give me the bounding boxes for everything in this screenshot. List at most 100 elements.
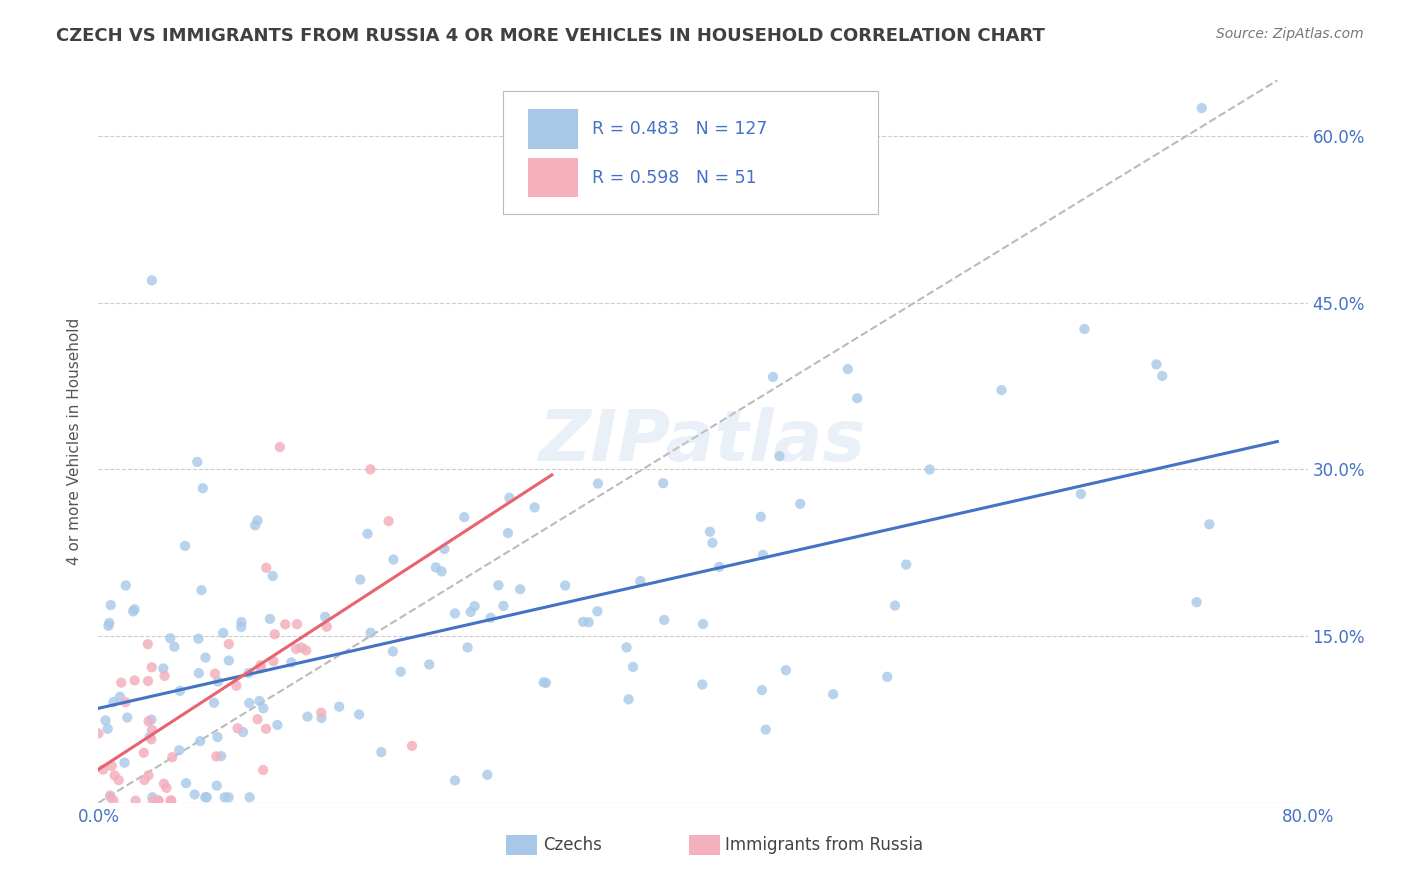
Point xyxy=(114,695,136,709)
Point xyxy=(148,794,170,808)
Point xyxy=(347,707,370,722)
Point xyxy=(141,713,163,727)
Point xyxy=(159,632,181,646)
FancyBboxPatch shape xyxy=(527,109,578,149)
Point xyxy=(309,706,332,720)
Point xyxy=(107,773,129,788)
Point xyxy=(160,750,183,764)
Point xyxy=(755,723,778,737)
Point xyxy=(218,654,240,668)
Point xyxy=(148,794,170,808)
Point xyxy=(238,665,260,680)
Point xyxy=(280,656,302,670)
Point xyxy=(190,583,212,598)
Point xyxy=(389,665,412,679)
Point xyxy=(360,625,382,640)
Point xyxy=(628,574,651,588)
Point xyxy=(534,676,557,690)
Text: CZECH VS IMMIGRANTS FROM RUSSIA 4 OR MORE VEHICLES IN HOUSEHOLD CORRELATION CHAR: CZECH VS IMMIGRANTS FROM RUSSIA 4 OR MOR… xyxy=(56,27,1045,45)
Point xyxy=(578,615,600,630)
Point xyxy=(212,626,235,640)
Point xyxy=(218,790,240,805)
Point xyxy=(453,510,475,524)
Text: Immigrants from Russia: Immigrants from Russia xyxy=(725,836,924,854)
Point xyxy=(509,582,531,597)
Point xyxy=(709,559,731,574)
Point xyxy=(100,790,122,805)
Point xyxy=(141,660,163,674)
Point xyxy=(262,569,284,583)
Point xyxy=(652,613,675,627)
Point xyxy=(285,642,308,657)
Point xyxy=(139,730,162,744)
Point xyxy=(155,780,177,795)
Point xyxy=(141,273,163,287)
Point xyxy=(163,640,186,654)
Point xyxy=(249,658,271,673)
Point xyxy=(124,602,146,616)
Point xyxy=(692,617,714,632)
Point xyxy=(188,734,211,748)
Point xyxy=(250,661,273,675)
Point xyxy=(239,790,262,805)
Point xyxy=(246,514,269,528)
Point xyxy=(153,777,176,791)
Point xyxy=(444,773,467,788)
Point xyxy=(846,391,869,405)
Point xyxy=(225,679,247,693)
Text: Czechs: Czechs xyxy=(543,836,602,854)
Point xyxy=(100,759,122,773)
Point xyxy=(768,449,790,463)
Point xyxy=(381,644,404,658)
Point xyxy=(226,721,249,735)
Point xyxy=(328,699,350,714)
Point xyxy=(249,694,271,708)
Point xyxy=(749,509,772,524)
Point xyxy=(232,725,254,739)
Point xyxy=(762,370,785,384)
Point xyxy=(103,695,125,709)
Point xyxy=(1191,101,1213,115)
Point xyxy=(496,526,519,541)
Point xyxy=(238,696,260,710)
Point xyxy=(252,763,274,777)
Point xyxy=(477,768,499,782)
Point xyxy=(274,617,297,632)
Point xyxy=(1185,595,1208,609)
Point xyxy=(138,768,160,782)
Point xyxy=(377,514,399,528)
Point xyxy=(122,604,145,618)
Point xyxy=(187,666,209,681)
Point xyxy=(617,692,640,706)
Point xyxy=(183,788,205,802)
Point xyxy=(108,690,131,704)
Point xyxy=(418,657,440,672)
Point xyxy=(425,560,447,574)
Point xyxy=(194,790,217,805)
Point xyxy=(202,696,225,710)
Point xyxy=(97,722,120,736)
Point xyxy=(205,779,228,793)
Point xyxy=(370,745,392,759)
Point xyxy=(789,497,811,511)
Point xyxy=(349,573,371,587)
Point xyxy=(533,675,555,690)
Point xyxy=(295,643,318,657)
Point xyxy=(291,640,314,655)
Point xyxy=(167,743,190,757)
Point xyxy=(174,776,197,790)
Point xyxy=(315,620,337,634)
Point xyxy=(314,610,336,624)
Point xyxy=(918,462,941,476)
Point xyxy=(266,718,288,732)
Point xyxy=(207,730,229,744)
Point xyxy=(153,669,176,683)
Point xyxy=(103,794,125,808)
Point xyxy=(572,615,595,629)
Point xyxy=(141,732,163,747)
Point xyxy=(231,620,253,634)
Point xyxy=(586,476,609,491)
Point xyxy=(104,768,127,782)
Point xyxy=(616,640,638,655)
Point xyxy=(702,535,724,549)
